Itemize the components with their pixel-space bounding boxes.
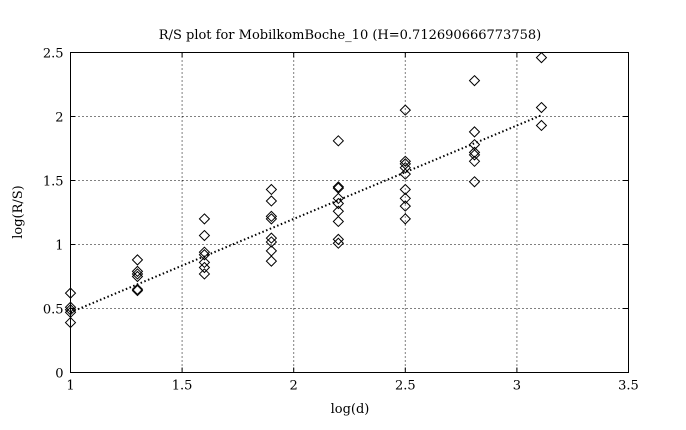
data-point-diamond — [64, 287, 77, 299]
data-points — [64, 51, 548, 329]
x-tick-label: 2.5 — [395, 379, 416, 394]
data-point-diamond — [399, 192, 412, 205]
data-point-diamond — [468, 155, 481, 168]
data-point-diamond — [265, 255, 278, 267]
x-tick-label: 1 — [66, 379, 74, 394]
data-point-diamond — [265, 236, 278, 248]
x-axis-label: log(d) — [331, 402, 370, 417]
data-point-diamond — [399, 213, 412, 225]
data-point-diamond — [535, 51, 548, 64]
y-tick-label: 0 — [55, 367, 63, 382]
data-point-diamond — [332, 197, 345, 210]
data-point-diamond — [535, 119, 548, 132]
data-point-diamond — [198, 256, 211, 269]
grid-lines — [70, 52, 629, 373]
data-point-diamond — [332, 233, 345, 246]
data-point-diamond — [131, 265, 144, 278]
data-point-diamond — [399, 200, 412, 212]
x-tick-label: 1.5 — [172, 379, 193, 394]
data-point-diamond — [131, 254, 144, 266]
data-point-diamond — [332, 181, 345, 193]
data-point-diamond — [198, 261, 211, 274]
data-point-diamond — [468, 138, 481, 151]
y-tick-label: 0.5 — [43, 303, 64, 318]
data-point-diamond — [265, 195, 278, 207]
data-point-diamond — [265, 232, 278, 244]
data-point-diamond — [198, 229, 211, 242]
data-point-diamond — [332, 135, 345, 147]
data-point-diamond — [468, 146, 481, 159]
data-point-diamond — [332, 215, 345, 228]
y-axis-label: log(R/S) — [11, 185, 26, 239]
data-point-diamond — [535, 101, 548, 114]
x-tick-label: 3 — [513, 379, 521, 394]
regression-fit-line — [70, 114, 542, 314]
data-point-diamond — [131, 283, 144, 296]
data-point-diamond — [399, 161, 412, 174]
data-point-diamond — [131, 284, 144, 297]
chart-title: R/S plot for MobilkomBoche_10 (H=0.71269… — [159, 28, 541, 43]
y-tick-label: 1 — [55, 239, 63, 254]
axis-ticks — [70, 52, 629, 373]
data-point-diamond — [131, 270, 144, 283]
data-point-diamond — [468, 74, 481, 87]
y-tick-label: 1.5 — [43, 175, 64, 190]
y-tick-label: 2.5 — [43, 47, 64, 62]
data-point-diamond — [64, 301, 77, 313]
x-tick-label: 3.5 — [618, 379, 639, 394]
data-point-diamond — [198, 249, 211, 261]
data-point-diamond — [64, 316, 77, 329]
data-point-diamond — [468, 126, 481, 138]
data-point-diamond — [265, 183, 278, 196]
y-tick-labels: 0 0.5 1 1.5 2 2.5 — [43, 47, 64, 382]
plot-frame — [70, 52, 629, 373]
data-point-diamond — [468, 149, 481, 161]
data-point-diamond — [265, 213, 278, 225]
data-point-diamond — [332, 237, 345, 249]
data-point-diamond — [332, 192, 345, 205]
data-point-diamond — [399, 155, 412, 168]
data-point-diamond — [468, 176, 481, 188]
data-point-diamond — [399, 104, 412, 116]
data-point-diamond — [399, 183, 412, 196]
data-point-diamond — [198, 213, 211, 225]
x-tick-labels: 1 1.5 2 2.5 3 3.5 — [66, 379, 638, 394]
data-point-diamond — [332, 205, 345, 217]
data-point-diamond — [198, 268, 211, 280]
data-point-diamond — [399, 168, 412, 180]
x-tick-label: 2 — [290, 379, 298, 394]
data-point-diamond — [131, 268, 144, 280]
y-tick-label: 2 — [55, 111, 63, 126]
data-point-diamond — [265, 210, 278, 223]
data-point-diamond — [64, 304, 77, 316]
